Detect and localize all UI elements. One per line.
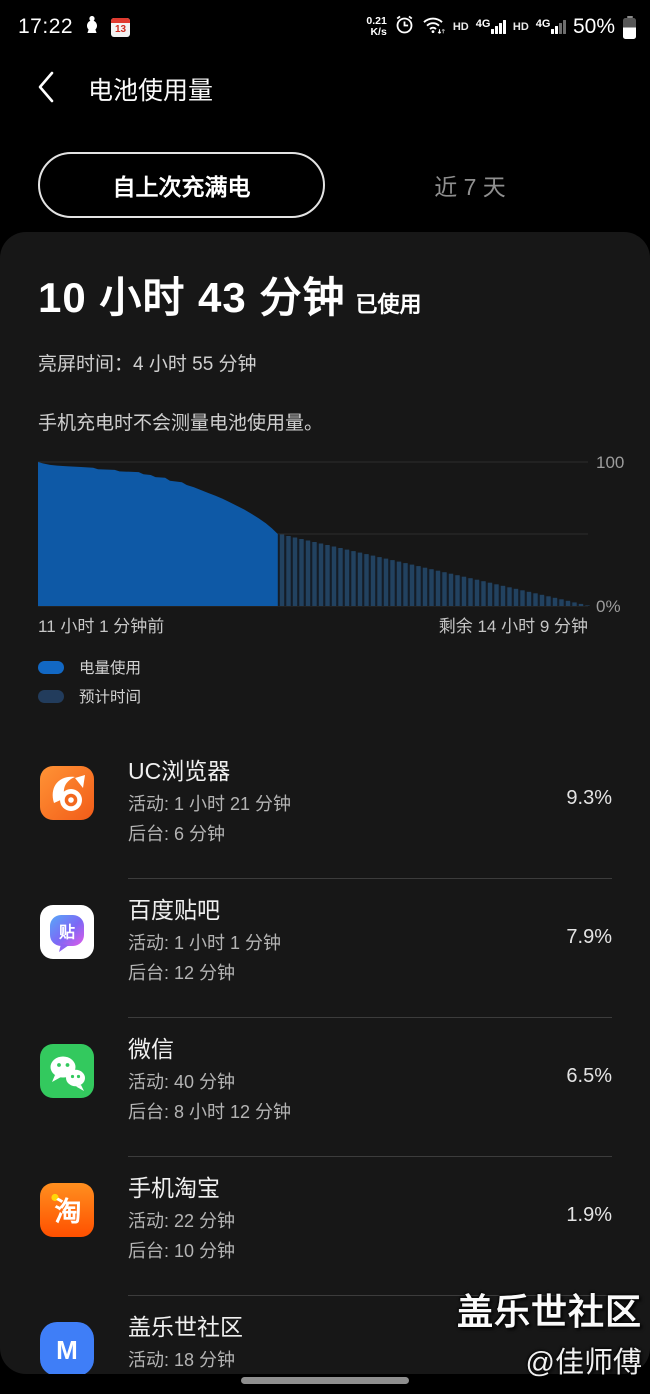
network-speed: 0.21 K/s xyxy=(366,15,387,38)
legend-item-usage: 电量使用 xyxy=(38,656,141,678)
watermark-community: 盖乐世社区 xyxy=(456,1291,642,1332)
wifi-icon xyxy=(422,15,446,40)
battery-icon xyxy=(623,15,636,39)
usage-duration-suffix: 已使用 xyxy=(355,292,422,317)
battery-usage-card: 10 小时 43 分钟 已使用 亮屏时间：4 小时 55 分钟 手机充电时不会测… xyxy=(0,232,650,1374)
app-usage-list: UC浏览器 活动: 1 小时 21 分钟 后台: 6 分钟 9.3% 贴 百度贴… xyxy=(0,740,650,1374)
svg-text:100: 100 xyxy=(596,453,624,472)
watermark: 盖乐世社区 @佳师傅 xyxy=(457,1283,642,1381)
notification-icon xyxy=(84,15,100,40)
app-active-time: 活动: 1 小时 21 分钟 xyxy=(128,794,292,814)
divider xyxy=(128,878,612,879)
battery-level-chart: 100 0% xyxy=(38,453,624,616)
app-row[interactable]: M 盖乐世社区 活动: 18 分钟 xyxy=(0,1296,650,1374)
app-background-time: 后台: 10 分钟 xyxy=(128,1241,236,1261)
divider xyxy=(128,1017,612,1018)
usage-swatch xyxy=(38,660,64,674)
app-active-time: 活动: 22 分钟 xyxy=(128,1211,236,1231)
app-icon: 贴 xyxy=(40,905,94,959)
app-icon xyxy=(40,766,94,820)
tab-label: 近 7 天 xyxy=(434,174,506,200)
legend-item-prediction: 预计时间 xyxy=(38,685,141,707)
chart-remaining-label: 剩余 14 小时 9 分钟 xyxy=(438,617,588,636)
app-name: 盖乐世社区 xyxy=(128,1314,243,1340)
charging-note: 手机充电时不会测量电池使用量。 xyxy=(38,413,324,434)
uc-browser-icon xyxy=(40,766,94,820)
app-icon xyxy=(40,1044,94,1098)
svg-text:淘: 淘 xyxy=(55,1197,82,1227)
tab-label: 自上次充满电 xyxy=(112,174,251,200)
chevron-left-icon xyxy=(34,71,58,108)
app-background-time: 后台: 12 分钟 xyxy=(128,963,236,983)
back-button[interactable] xyxy=(26,68,66,108)
signal-4g-icon-2: 4G xyxy=(536,18,566,34)
app-icon: M xyxy=(40,1322,94,1374)
app-name: 微信 xyxy=(128,1036,174,1062)
legend-label: 预计时间 xyxy=(79,689,142,706)
hd-voice-icon-1: HD xyxy=(452,21,469,33)
app-name: 百度贴吧 xyxy=(128,897,220,923)
legend-label: 电量使用 xyxy=(79,660,142,677)
app-name: UC浏览器 xyxy=(128,758,231,784)
wechat-icon xyxy=(40,1044,94,1098)
svg-text:0%: 0% xyxy=(596,597,621,616)
tab-last-7-days[interactable]: 近 7 天 xyxy=(385,152,555,218)
app-battery-percent: 1.9% xyxy=(566,1204,612,1226)
app-active-time: 活动: 40 分钟 xyxy=(128,1072,236,1092)
app-battery-percent: 6.5% xyxy=(566,1065,612,1087)
clock-time: 17:22 xyxy=(18,15,74,38)
baidu-tieba-icon: 贴 xyxy=(40,905,94,959)
screen-on-time: 亮屏时间：4 小时 55 分钟 xyxy=(38,354,257,375)
status-bar: 17:22 13 0.21 K/s xyxy=(0,0,650,48)
divider xyxy=(128,1295,612,1296)
svg-text:贴: 贴 xyxy=(59,923,75,942)
app-row[interactable]: 微信 活动: 40 分钟 后台: 8 小时 12 分钟 6.5% xyxy=(0,1018,650,1157)
signal-4g-icon-1: 4G xyxy=(476,18,506,34)
app-background-time: 后台: 6 分钟 xyxy=(128,824,226,844)
usage-duration: 10 小时 43 分钟 已使用 xyxy=(38,264,421,325)
samsung-members-icon: M xyxy=(40,1322,94,1374)
app-row[interactable]: 贴 百度贴吧 活动: 1 小时 1 分钟 后台: 12 分钟 7.9% xyxy=(0,879,650,1018)
home-indicator[interactable] xyxy=(241,1377,409,1384)
usage-duration-value: 10 小时 43 分钟 xyxy=(38,274,346,321)
page-title: 电池使用量 xyxy=(88,77,214,105)
app-name: 手机淘宝 xyxy=(128,1175,220,1201)
app-battery-percent: 9.3% xyxy=(566,787,612,809)
app-background-time: 后台: 8 小时 12 分钟 xyxy=(128,1102,292,1122)
calendar-icon: 13 xyxy=(111,17,131,37)
watermark-author: @佳师傅 xyxy=(525,1347,642,1379)
app-active-time: 活动: 18 分钟 xyxy=(128,1350,236,1370)
hd-voice-icon-2: HD xyxy=(512,21,529,33)
alarm-icon xyxy=(394,14,415,40)
app-icon: 淘 xyxy=(40,1183,94,1237)
svg-text:M: M xyxy=(56,1335,78,1365)
calendar-day: 13 xyxy=(115,23,127,35)
battery-percent-text: 50% xyxy=(572,15,615,38)
taobao-icon: 淘 xyxy=(40,1183,94,1237)
prediction-swatch xyxy=(38,689,64,703)
chart-legend: 电量使用 预计时间 xyxy=(38,656,141,707)
divider xyxy=(128,1156,612,1157)
chart-start-label: 11 小时 1 分钟前 xyxy=(38,617,165,636)
app-battery-percent: 7.9% xyxy=(566,926,612,948)
tab-since-last-full-charge[interactable]: 自上次充满电 xyxy=(38,152,325,218)
app-row[interactable]: UC浏览器 活动: 1 小时 21 分钟 后台: 6 分钟 9.3% xyxy=(0,740,650,879)
app-active-time: 活动: 1 小时 1 分钟 xyxy=(128,933,282,953)
app-row[interactable]: 淘 手机淘宝 活动: 22 分钟 后台: 10 分钟 1.9% xyxy=(0,1157,650,1296)
